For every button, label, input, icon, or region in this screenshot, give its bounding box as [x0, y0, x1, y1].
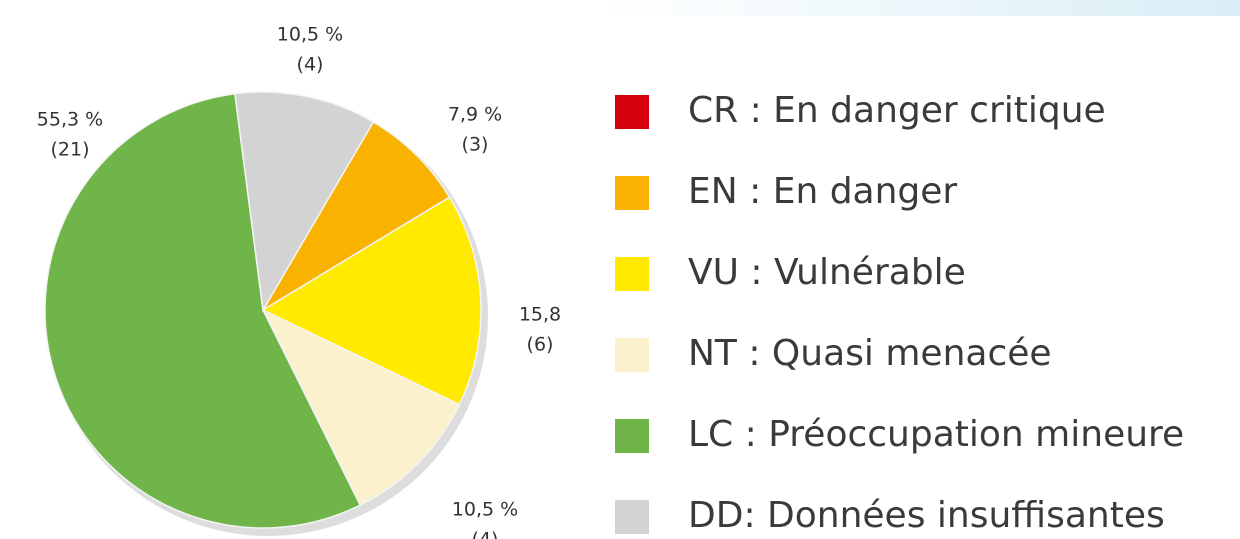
count-label: (4) [472, 529, 499, 539]
pie-slice [44, 92, 362, 529]
pie-slice [234, 91, 375, 313]
count-label: (3) [462, 134, 489, 156]
value-label: 7,9 % [448, 104, 502, 126]
pie-slice [261, 308, 461, 507]
legend-label: DD: Données insuffisantes [688, 495, 1165, 536]
legend-swatch [615, 176, 649, 210]
legend-label: CR : En danger critique [688, 90, 1106, 131]
count-label: (4) [297, 54, 324, 76]
value-label: 10,5 % [277, 24, 343, 46]
legend-label: NT : Quasi menacée [688, 333, 1052, 374]
pie-slice [262, 120, 451, 311]
legend-label: EN : En danger [688, 171, 957, 212]
value-label: 55,3 % [37, 109, 103, 131]
header-band [600, 0, 1240, 16]
legend-swatch [615, 257, 649, 291]
legend-swatch [615, 95, 649, 129]
value-label: 10,5 % [452, 499, 518, 521]
legend-swatch [615, 500, 649, 534]
legend-label: LC : Préoccupation mineure [688, 414, 1184, 455]
pie-slice [261, 196, 482, 406]
count-label: (6) [527, 334, 554, 356]
legend-swatch [615, 338, 649, 372]
legend-label: VU : Vulnérable [688, 252, 966, 293]
legend-swatch [615, 419, 649, 453]
count-label: (21) [50, 139, 89, 161]
value-label: 15,8 [519, 304, 561, 326]
